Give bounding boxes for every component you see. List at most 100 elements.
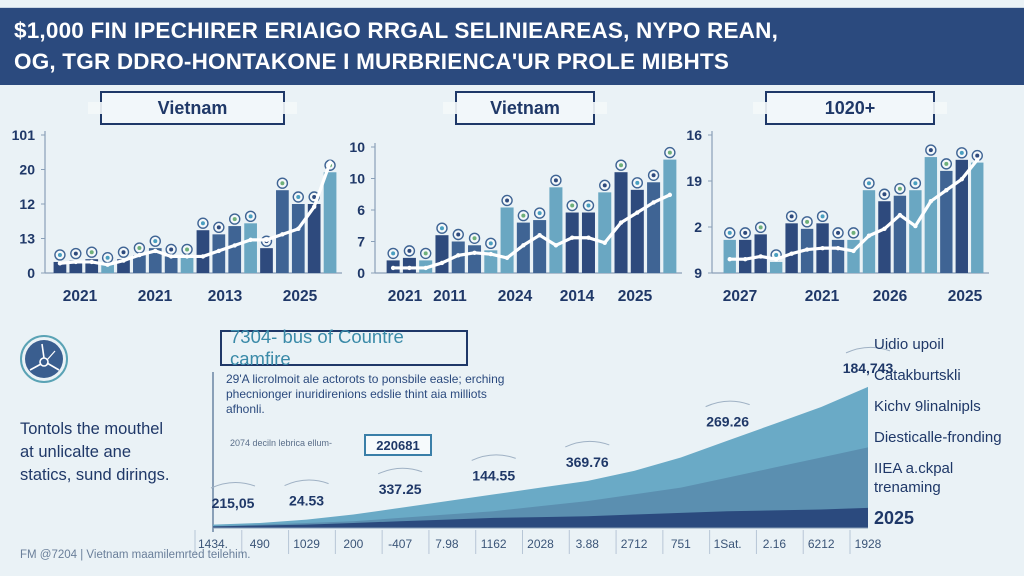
area-x-tick-label: 1Sat. <box>714 537 742 551</box>
annotation-label: 24.53 <box>289 493 324 509</box>
annotation-arc <box>845 346 891 354</box>
x-tick-label: 2024 <box>498 288 533 305</box>
trend-point <box>789 251 794 256</box>
bar-figure-icon-dot <box>280 181 285 186</box>
bar <box>940 170 953 273</box>
bar <box>878 201 891 273</box>
bar-figure-icon-dot <box>602 183 607 188</box>
trend-point <box>743 257 748 262</box>
header-title-line2: OG, TGR DDRO-HONTAKONE I MURBRIENCA'UR P… <box>14 49 730 74</box>
bar <box>307 204 321 273</box>
trend-point <box>121 258 126 263</box>
annotation-arc <box>210 482 256 489</box>
area-x-tick-label: -407 <box>388 537 412 551</box>
bar <box>955 159 968 273</box>
y-tick-label: 101 <box>12 127 36 143</box>
bar-figure-icon-dot <box>121 250 126 255</box>
bar-figure-icon-dot <box>488 241 493 246</box>
trend-point <box>216 248 222 254</box>
bar <box>323 172 337 273</box>
trend-point <box>504 255 510 261</box>
area-x-tick-label: 490 <box>250 537 270 551</box>
bar <box>549 187 563 273</box>
trend-point <box>521 243 526 248</box>
area-x-tick-label: 3.88 <box>576 537 600 551</box>
trend-point <box>423 265 428 271</box>
bar <box>723 239 736 273</box>
annotation-arc <box>471 454 516 461</box>
bar <box>909 190 922 273</box>
bar-figure-icon-dot <box>232 217 237 222</box>
chart-title: 1020+ <box>824 97 876 118</box>
bar-figure-icon-dot <box>153 239 158 244</box>
side-text-line: Tontols the mouthel <box>20 420 164 438</box>
chart-panel-2: Vietnam 10 10 6 7 0 2021 2011 2024 2014 2025 <box>345 85 690 310</box>
area-chart-description: 29'A licrolmoit ale actorots to ponsbile… <box>226 372 505 416</box>
annotation-label: 269.26 <box>706 414 749 430</box>
bar <box>785 223 798 273</box>
bar <box>663 159 677 273</box>
trend-point <box>727 257 732 262</box>
chart-panel-1: Vietnam 101 20 12 13 0 2021 2021 2013 2025 <box>0 85 345 310</box>
bar <box>565 212 579 273</box>
bar-figure-icon-dot <box>727 230 732 235</box>
bar <box>971 162 984 273</box>
trend-point <box>602 240 607 245</box>
bar-figure-icon-dot <box>296 195 301 199</box>
trend-point <box>804 247 810 252</box>
y-tick-label: 19 <box>686 173 702 189</box>
area-x-tick-label: 200 <box>343 537 363 551</box>
bar-figure-icon-dot <box>882 192 887 197</box>
chart-title-box: Vietnam <box>443 91 607 125</box>
bar-figure-icon-dot <box>185 247 190 252</box>
trend-point <box>882 226 887 232</box>
callout-value-box: 220681 <box>364 434 432 456</box>
bar <box>196 230 210 273</box>
bar <box>53 261 67 273</box>
area-x-tick-label: 1162 <box>481 537 507 551</box>
bar-figure-icon-dot <box>57 252 62 257</box>
x-tick-label: 2025 <box>283 288 318 305</box>
area-x-tick-label: 1928 <box>855 537 882 551</box>
annotation-label: 337.25 <box>379 481 422 497</box>
bar-figure-icon-dot <box>423 251 428 256</box>
annotation-arc <box>284 479 329 487</box>
side-description: Tontols the mouthel at unlicalte ane sta… <box>20 418 220 487</box>
bar-figure-icon-dot <box>913 181 918 186</box>
bar <box>228 226 242 273</box>
bar-figure-icon-dot <box>619 163 624 168</box>
trend-point <box>264 237 269 243</box>
bar-figure-icon-dot <box>570 203 575 208</box>
bar <box>769 261 783 273</box>
chart-title-box: Vietnam <box>88 91 297 125</box>
trend-point <box>311 204 317 209</box>
bar <box>244 223 257 273</box>
bar-figure-icon-dot <box>851 230 856 235</box>
bar <box>164 256 178 273</box>
bar <box>598 192 612 273</box>
trend-point <box>569 235 575 240</box>
side-text-line: at unlicalte ane <box>20 443 131 461</box>
wind-turbine-icon <box>20 335 68 383</box>
area-x-tick-label: 751 <box>671 537 691 551</box>
trend-point <box>537 233 542 238</box>
chart-svg: 16 19 2 9 2027 2021 2026 2025 <box>686 127 989 305</box>
trend-point <box>651 200 656 205</box>
bar <box>581 212 595 273</box>
bar <box>180 256 194 273</box>
area-chart-title: 7304- bus of Countre camfire <box>230 326 404 369</box>
area-x-tick-label: 2.16 <box>763 537 787 551</box>
callout-value: 220681 <box>376 437 420 453</box>
legend-item: IIEA a.ckpal trenaming <box>874 460 954 496</box>
bar-figure-icon-dot <box>975 153 980 158</box>
bar-figure-icon-dot <box>789 214 794 219</box>
y-tick-label: 7 <box>357 234 365 250</box>
trend-point <box>820 245 825 251</box>
bar-figure-icon-dot <box>651 173 656 178</box>
x-tick-label: 2021 <box>138 288 173 305</box>
bar <box>739 239 752 273</box>
bar-figure-icon-dot <box>312 195 317 199</box>
divider-line <box>212 372 214 532</box>
bar-figure-icon-dot <box>586 203 591 208</box>
trend-point <box>472 250 477 256</box>
